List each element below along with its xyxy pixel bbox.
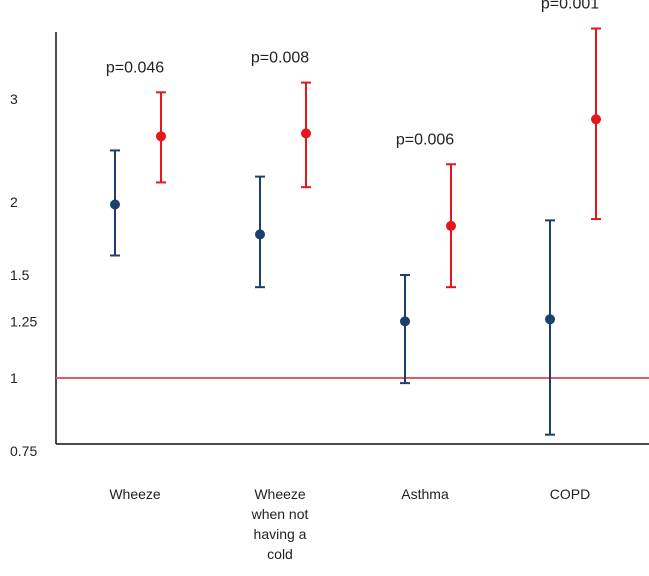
y-tick-label: 1.25 [10,313,37,329]
p-value-label: p=0.006 [396,131,454,148]
x-category-label-line: when not [251,506,309,522]
series-layer [110,27,601,436]
p-value-label: p=0.046 [106,59,164,76]
series-2 [156,27,601,289]
x-category-label: COPD [550,486,590,502]
data-point [255,229,265,240]
y-tick-layer: 0.75 1 1.25 1.5 2 3 [10,91,37,459]
y-tick-label: 0.75 [10,443,37,459]
annotation-layer: p=0.046 p=0.008 p=0.006 p=0.001 [106,0,599,148]
x-category-label-line: cold [267,546,293,562]
x-category-label: Wheeze [109,486,161,502]
series-1 [110,149,555,436]
data-point [110,199,120,210]
p-value-label: p=0.008 [251,50,309,67]
x-category-label: Asthma [401,486,449,502]
y-tick-label: 1 [10,370,18,386]
x-category-label-line: COPD [550,486,590,502]
data-point [156,131,166,142]
data-point [446,220,456,231]
p-value-label: p=0.001 [541,0,599,12]
x-category-label-line: Asthma [401,486,449,502]
data-point [301,128,311,139]
data-point [400,316,410,327]
x-category-label-line: having a [254,526,307,542]
x-category-label: Wheeze when not having a cold [251,486,309,562]
y-tick-label: 2 [10,194,18,210]
category-label-layer: Wheeze Wheeze when not having a cold Asthma CO… [109,486,590,562]
data-point [545,314,555,325]
y-tick-label: 1.5 [10,267,30,283]
data-point [591,114,601,125]
y-tick-label: 3 [10,91,18,107]
x-category-label-line: Wheeze [254,486,306,502]
x-category-label-line: Wheeze [109,486,161,502]
